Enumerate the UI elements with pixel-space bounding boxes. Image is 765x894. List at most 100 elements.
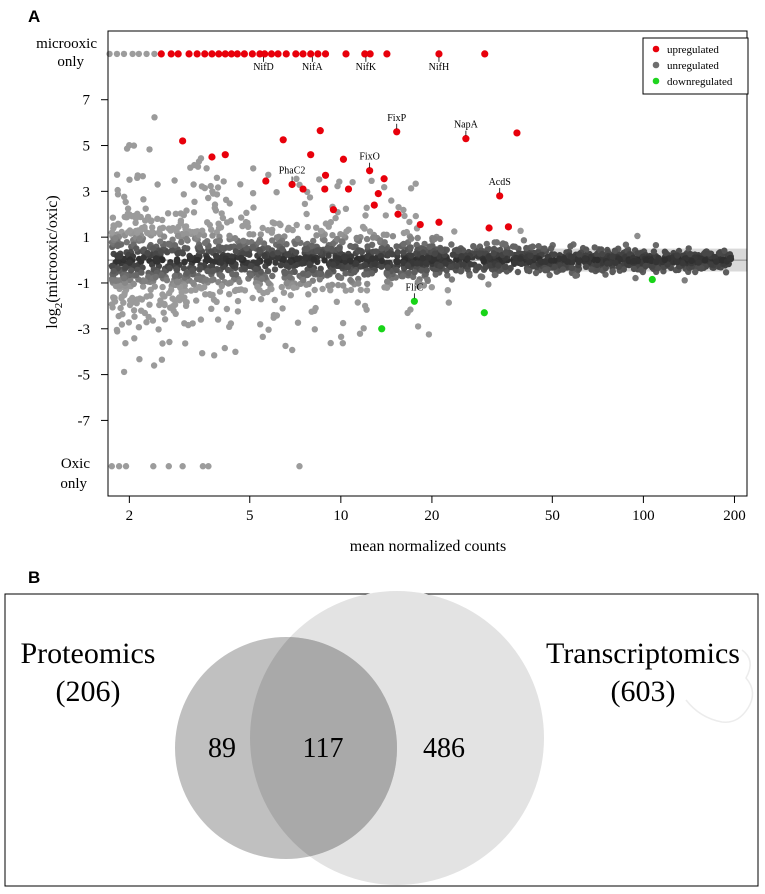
- downregulated-point: [378, 325, 386, 333]
- unregulated-point: [430, 255, 438, 263]
- unregulated-point: [366, 228, 374, 235]
- unregulated-point: [630, 265, 638, 273]
- unregulated-point: [572, 272, 579, 279]
- unregulated-point: [364, 243, 371, 250]
- annotation-label: NifK: [356, 62, 377, 73]
- unregulated-point: [332, 214, 339, 222]
- annotation-label: FixO: [359, 152, 380, 163]
- unregulated-point: [126, 176, 133, 183]
- unregulated-point: [335, 281, 342, 289]
- unregulated-point: [313, 232, 320, 239]
- unregulated-point: [173, 266, 180, 273]
- unregulated-point: [394, 258, 402, 265]
- x-tick-label: 100: [632, 508, 655, 524]
- unregulated-point: [437, 235, 444, 243]
- unregulated-point: [213, 298, 220, 305]
- unregulated-point: [270, 311, 278, 319]
- unregulated-point: [190, 209, 198, 216]
- unregulated-point: [114, 242, 122, 249]
- unregulated-point: [478, 273, 486, 281]
- unregulated-point: [243, 209, 250, 216]
- unregulated-point: [138, 307, 145, 314]
- unregulated-point: [273, 189, 280, 196]
- upregulated-capped-point: [342, 50, 350, 58]
- upregulated-point: [393, 128, 401, 136]
- unregulated-point: [335, 255, 342, 262]
- unregulated-point: [466, 272, 473, 279]
- transcriptomics-only-count: 486: [423, 733, 465, 764]
- legend-label-up: upregulated: [667, 44, 719, 56]
- unregulated-point: [149, 317, 157, 324]
- unregulated-point: [356, 247, 364, 255]
- unregulated-point: [209, 232, 216, 239]
- unregulated-point: [426, 243, 433, 250]
- unregulated-point: [309, 267, 316, 274]
- unregulated-point: [188, 267, 196, 274]
- unregulated-point: [114, 186, 121, 194]
- upregulated-point: [344, 185, 353, 193]
- upregulated-point: [462, 135, 470, 143]
- unregulated-point: [241, 264, 248, 271]
- unregulated-point: [324, 245, 331, 252]
- unregulated-point: [480, 257, 487, 264]
- unregulated-point: [453, 262, 461, 270]
- unregulated-point: [428, 284, 435, 291]
- upregulated-capped-point: [314, 50, 322, 58]
- unregulated-point: [308, 242, 315, 250]
- unregulated-point: [213, 252, 220, 260]
- unregulated-point: [187, 164, 194, 171]
- unregulated-point: [138, 296, 146, 303]
- unregulated-point: [612, 259, 619, 266]
- unregulated-point: [378, 263, 385, 270]
- downregulated-points: [378, 275, 656, 333]
- x-tick-label: 10: [333, 508, 348, 524]
- unregulated-point: [165, 240, 172, 247]
- upregulated-point: [321, 185, 329, 193]
- unregulated-point: [216, 288, 224, 295]
- unregulated-point: [377, 252, 385, 260]
- unregulated-point: [303, 281, 310, 288]
- unregulated-point: [238, 214, 245, 221]
- unregulated-point: [661, 256, 668, 263]
- unregulated-point: [123, 145, 131, 152]
- unregulated-point: [476, 250, 483, 257]
- unregulated-point: [117, 304, 124, 312]
- unregulated-point: [217, 224, 225, 231]
- unregulated-point: [169, 236, 176, 243]
- unregulated-point: [384, 270, 391, 278]
- unregulated-point: [532, 269, 540, 277]
- y-tick-label: -3: [78, 322, 91, 338]
- unregulated-capped-top: [129, 50, 136, 58]
- annotation-label: AcdS: [489, 177, 511, 188]
- unregulated-point: [198, 183, 206, 190]
- unregulated-point: [721, 247, 728, 254]
- unregulated-point: [249, 243, 256, 251]
- unregulated-point: [121, 275, 128, 282]
- unregulated-point: [221, 344, 228, 352]
- unregulated-point: [154, 181, 161, 188]
- unregulated-point: [256, 247, 263, 254]
- unregulated-point: [229, 271, 236, 278]
- unregulated-point: [192, 228, 199, 236]
- unregulated-point: [271, 296, 278, 304]
- unregulated-point: [412, 212, 419, 220]
- unregulated-point: [431, 250, 438, 257]
- unregulated-point: [393, 266, 400, 274]
- unregulated-point: [414, 234, 421, 242]
- downregulated-point: [480, 309, 488, 317]
- unregulated-point: [247, 272, 255, 279]
- unregulated-point: [455, 247, 463, 255]
- unregulated-point: [207, 182, 214, 190]
- x-tick-label: 2: [126, 508, 134, 524]
- unregulated-point: [276, 220, 283, 227]
- unregulated-point: [237, 254, 245, 262]
- upregulated-point: [504, 223, 513, 231]
- upregulated-capped-point: [481, 50, 489, 58]
- upregulated-point: [221, 151, 229, 159]
- legend-label-down: downregulated: [667, 76, 733, 88]
- unregulated-point: [674, 252, 681, 259]
- unregulated-point: [207, 291, 214, 299]
- unregulated-point: [526, 267, 533, 275]
- unregulated-point: [204, 267, 211, 275]
- unregulated-point: [227, 217, 235, 224]
